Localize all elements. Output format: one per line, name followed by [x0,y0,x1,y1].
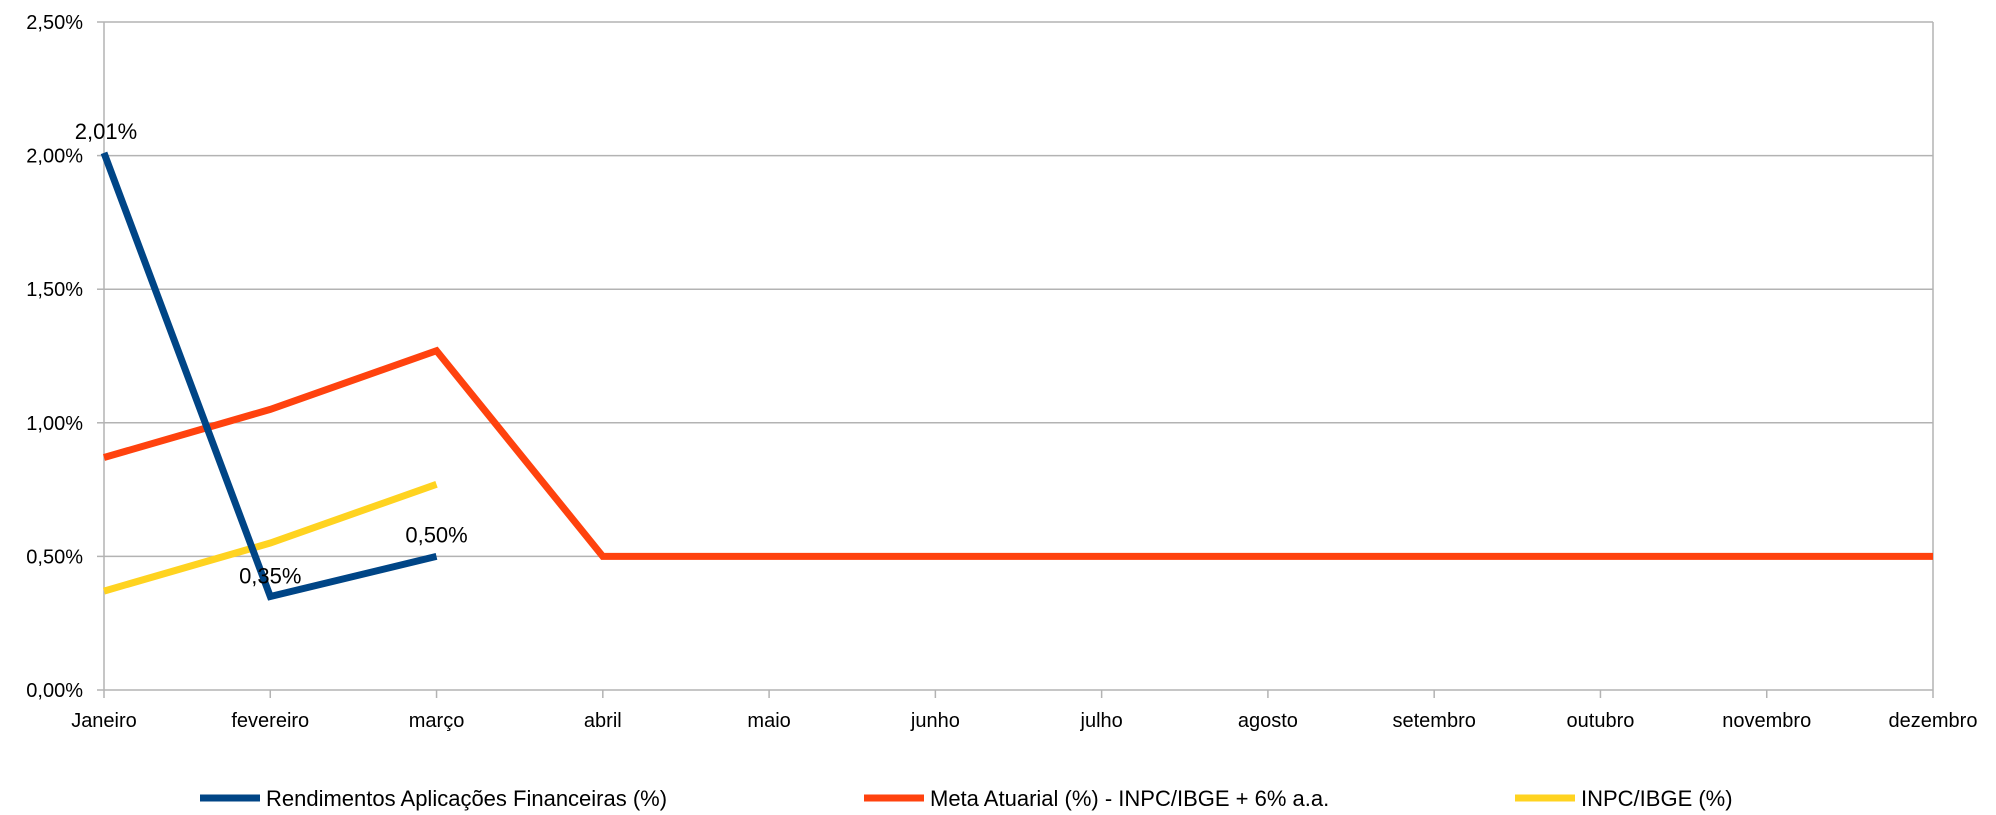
legend-label: Meta Atuarial (%) - INPC/IBGE + 6% a.a. [930,786,1329,811]
x-tick-label: Janeiro [71,710,137,732]
x-tick-label: maio [747,710,790,732]
series-line [100,151,438,601]
data-labels: 2,01% 0,35% 0,50% [75,119,468,589]
legend-label: Rendimentos Aplicações Financeiras (%) [266,786,667,811]
x-tick-label: setembro [1392,710,1475,732]
series-line [103,480,438,595]
grid-lines [104,21,1933,691]
data-label: 0,35% [239,563,301,588]
data-label: 2,01% [75,119,137,144]
x-tick-label: fevereiro [231,710,309,732]
x-tick-label: março [409,710,465,732]
y-tick-label: 0,50% [26,546,83,568]
x-tick-label: abril [584,710,622,732]
x-tick-label: dezembro [1889,710,1978,732]
data-label: 0,50% [405,522,467,547]
y-tick-label: 1,50% [26,279,83,301]
series-lines [100,151,1933,601]
x-tick-label: julho [1080,710,1123,732]
x-tick-label: junho [910,710,960,732]
y-tick-label: 2,50% [26,12,83,34]
legend: Rendimentos Aplicações Financeiras (%) Me… [200,786,1733,811]
x-tick-label: agosto [1238,710,1298,732]
x-tick-label: outubro [1567,710,1635,732]
series-line [103,346,1933,560]
x-tick-label: novembro [1722,710,1811,732]
axes: 0,00% 0,50% 1,00% 1,50% 2,00% 2,50% Janeiro fev… [26,12,1977,732]
y-tick-label: 2,00% [26,146,83,168]
legend-label: INPC/IBGE (%) [1581,786,1733,811]
y-tick-label: 1,00% [26,413,83,435]
y-tick-label: 0,00% [26,680,83,702]
